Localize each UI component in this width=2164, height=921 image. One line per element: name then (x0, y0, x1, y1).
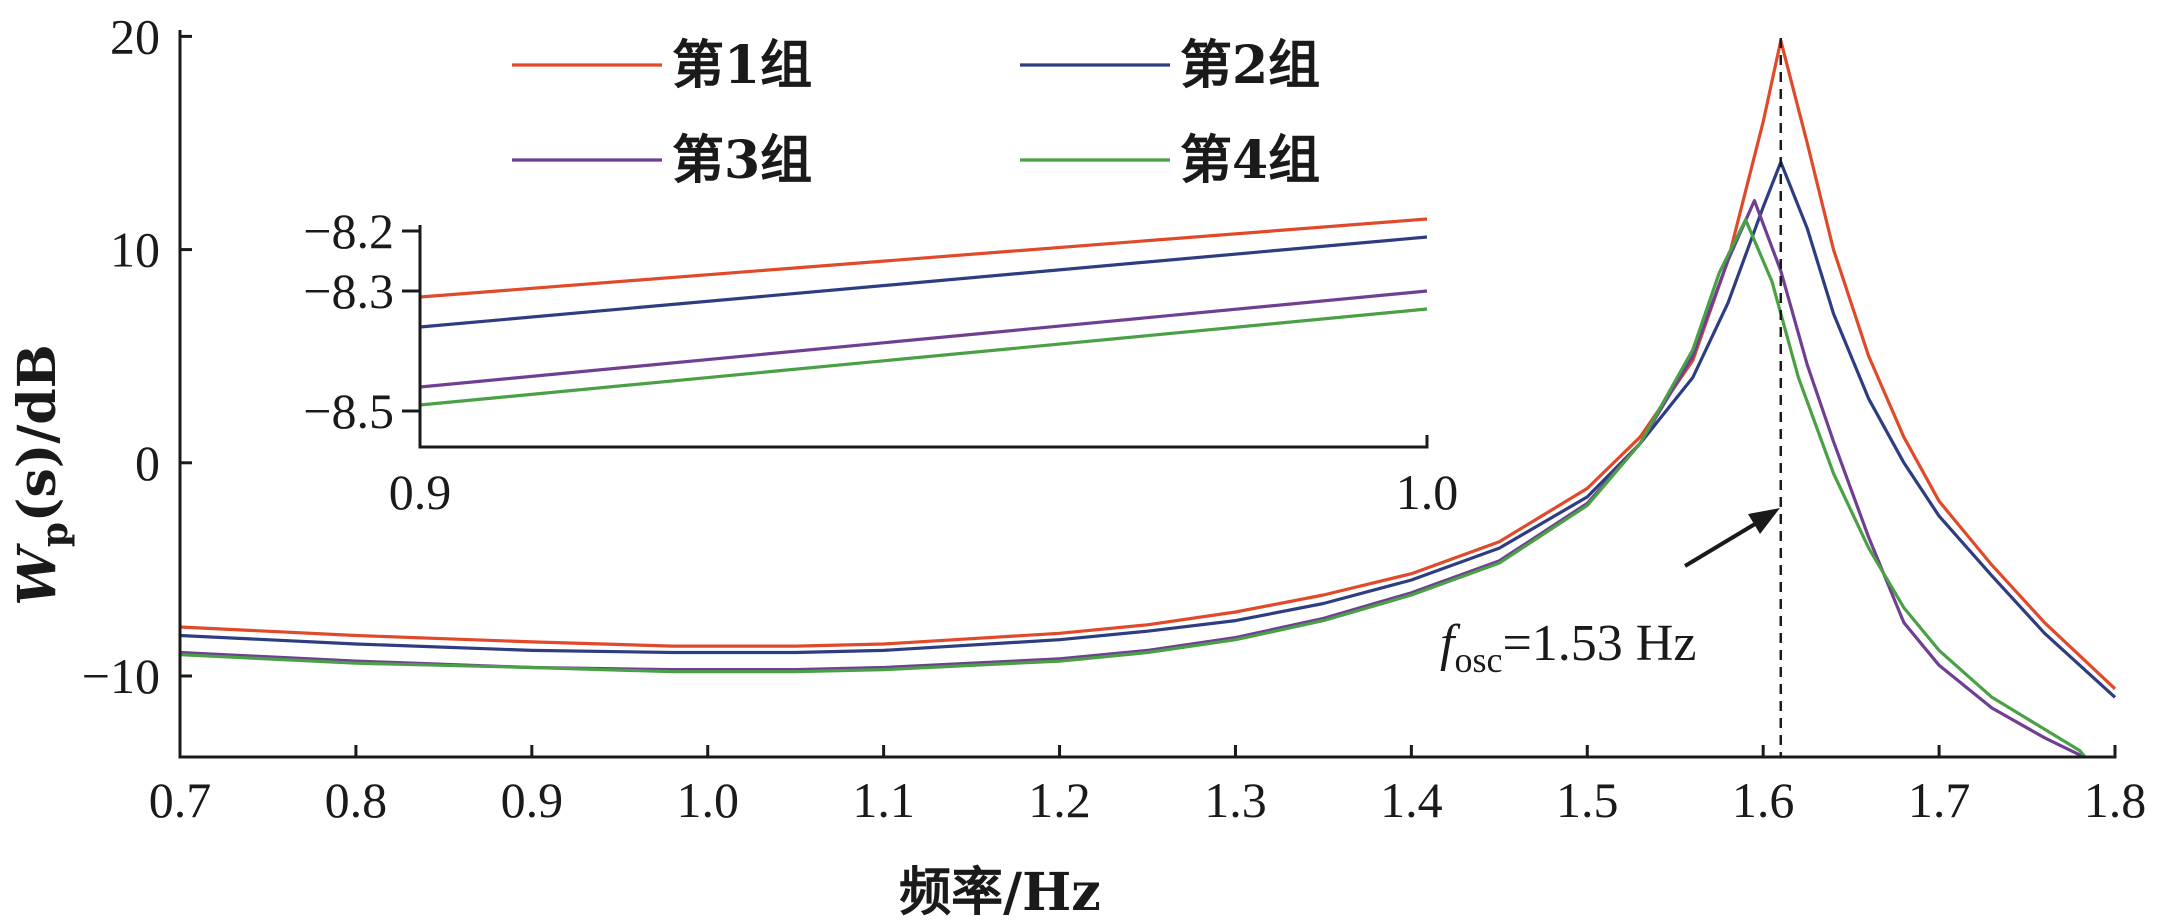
inset-x-tick-label: 1.0 (1396, 464, 1459, 520)
inset-tick-labels: −8.2−8.3 −8.5 0.9 1.0 (303, 203, 1458, 520)
series-line-3 (180, 199, 2087, 757)
y-axis-title: Wp(s)/dB (7, 344, 76, 605)
inset-axes (418, 225, 1429, 449)
inset-plot: −8.2−8.3 −8.5 0.9 1.0 (303, 203, 1458, 520)
y-tick-label: 0 (135, 435, 160, 491)
inset-series-line-2 (419, 235, 1428, 329)
legend-label-1: 第1组 (672, 35, 812, 96)
inset-series-line-4 (419, 307, 1428, 407)
x-tick-label: 1.6 (1732, 772, 1795, 828)
x-tick-label: 1.2 (1028, 772, 1091, 828)
main-axes (178, 30, 2117, 759)
inset-series-line-3 (419, 289, 1428, 389)
series-line-4 (180, 218, 2088, 757)
x-axis-title: 频率/Hz (899, 862, 1101, 921)
inset-series-group (419, 217, 1428, 407)
legend-label-3: 第3组 (672, 130, 812, 191)
y-tick-label: 20 (110, 8, 160, 64)
series-line-2 (180, 160, 2117, 699)
x-tick-label: 1.7 (1908, 772, 1971, 828)
series-line-1 (180, 39, 2117, 690)
x-tick-label: 1.3 (1204, 772, 1267, 828)
annotation-arrow-head (1748, 508, 1780, 534)
x-tick-label: 1.1 (852, 772, 915, 828)
y-tick-label: 10 (110, 222, 160, 278)
y-tick-labels: 20 10 0 −10 (82, 8, 160, 704)
oscillation-annotation: fosc=1.53 Hz (1440, 508, 1780, 680)
x-tick-label: 1.0 (676, 772, 739, 828)
annotation-arrow-shaft (1683, 519, 1762, 568)
y-tick-label: −10 (82, 648, 160, 704)
legend-label-2: 第2组 (1180, 35, 1320, 96)
x-tick-label: 0.8 (325, 772, 388, 828)
inset-y-tick-label: −8.5 (303, 383, 394, 439)
x-tick-label: 1.5 (1556, 772, 1619, 828)
x-tick-labels: 0.7 0.8 0.9 1.0 1.1 1.2 1.3 1.4 1.5 1.6 1.7 1.8 (149, 772, 2147, 828)
inset-y-tick-label: −8.3 (303, 263, 394, 319)
inset-ticks (402, 229, 420, 413)
main-series-group (180, 39, 2117, 757)
annotation-label: fosc=1.53 Hz (1440, 615, 1696, 680)
x-tick-label: 1.4 (1380, 772, 1443, 828)
inset-x-tick-label: 0.9 (389, 464, 452, 520)
x-tick-label: 0.7 (149, 772, 212, 828)
x-tick-label: 1.8 (2084, 772, 2147, 828)
inset-series-line-1 (419, 217, 1428, 299)
main-plot: 0.7 0.8 0.9 1.0 1.1 1.2 1.3 1.4 1.5 1.6 1.7 1.8 20 1… (82, 8, 2146, 828)
legend-label-4: 第4组 (1180, 130, 1320, 191)
x-tick-label: 0.9 (501, 772, 564, 828)
inset-y-tick-label: −8.2 (303, 203, 394, 259)
